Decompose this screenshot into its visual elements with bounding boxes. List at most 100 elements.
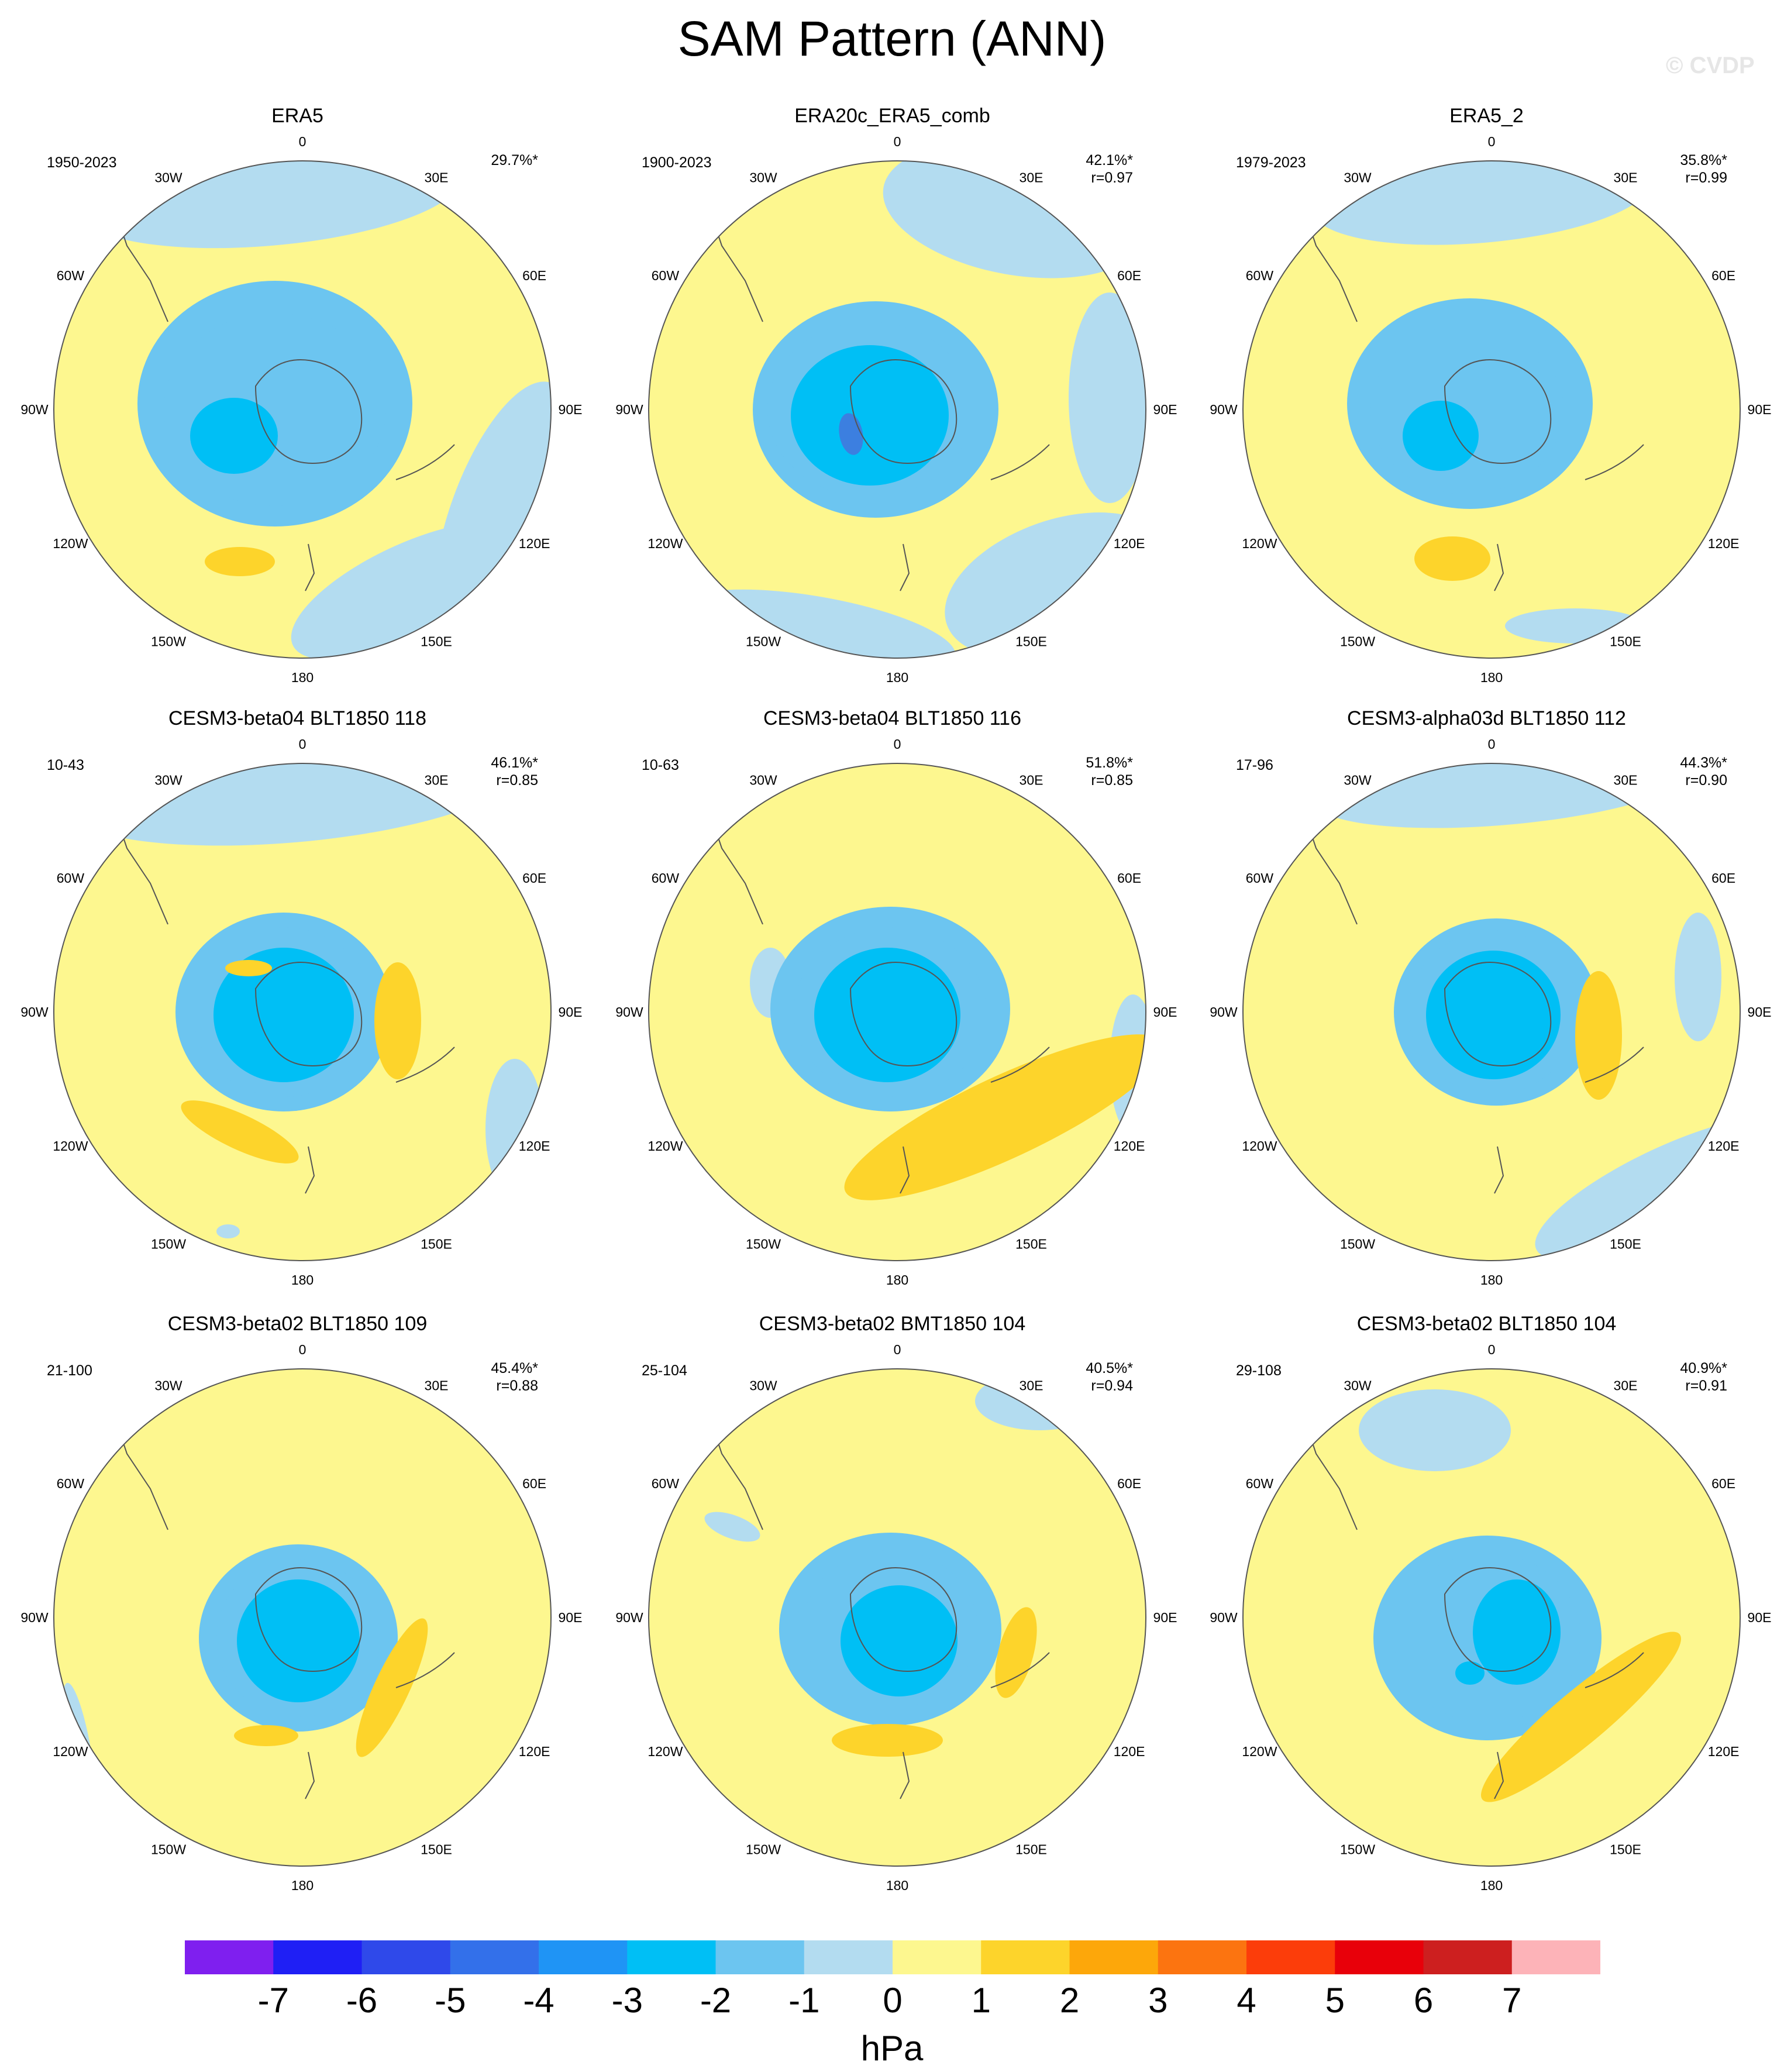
map-boundary	[648, 763, 1146, 1261]
longitude-label: 30E	[1020, 772, 1043, 787]
longitude-label: 90W	[20, 1610, 49, 1625]
map-panel: CESM3-alpha03d BLT1850 112 17-96 44.3%* r=0…	[1189, 603, 1784, 1288]
longitude-label: 30E	[1614, 772, 1638, 787]
longitude-label: 120E	[1114, 1138, 1145, 1154]
longitude-label: 30E	[1020, 1378, 1043, 1393]
colorbar-segment	[1246, 1940, 1335, 1974]
colorbar-tick: 4	[1237, 1981, 1256, 2020]
panel-stats: 35.8%* r=0.99	[1634, 152, 1727, 187]
contour-region	[225, 960, 272, 976]
longitude-label: 30W	[1344, 1378, 1372, 1393]
coastline	[704, 192, 1050, 591]
longitude-label: 180	[291, 1272, 314, 1288]
colorbar	[185, 1940, 1600, 1974]
contour-region	[814, 948, 960, 1082]
colorbar-tick: 5	[1325, 1981, 1345, 2020]
longitude-label: 90W	[1210, 402, 1238, 417]
longitude-label: 60W	[652, 870, 680, 886]
contour-region	[1575, 971, 1622, 1100]
panel-title: ERA5_2	[1449, 105, 1524, 127]
explained-variance: 42.1%*	[1086, 152, 1133, 168]
longitude-label: 120W	[53, 536, 88, 551]
longitude-label: 120W	[648, 536, 683, 551]
longitude-label: 90W	[615, 1004, 643, 1020]
contour-region	[213, 948, 354, 1082]
contour-region	[237, 1579, 360, 1702]
pattern-correlation: r=0.94	[1091, 1378, 1133, 1394]
longitude-label: 150W	[1340, 1237, 1375, 1252]
longitude-label: 30W	[749, 772, 777, 787]
coastline	[1298, 795, 1644, 1194]
longitude-label: 120W	[53, 1744, 88, 1759]
map-boundary	[53, 1368, 552, 1867]
longitude-label: 150W	[746, 1237, 781, 1252]
map-boundary	[1242, 1368, 1741, 1867]
colorbar-segment	[981, 1940, 1070, 1974]
longitude-label: 150W	[151, 634, 186, 649]
panel-years: 17-96	[1236, 757, 1273, 773]
panel-years: 1900-2023	[642, 154, 712, 171]
panel-title: CESM3-beta04 BLT1850 118	[168, 707, 427, 729]
longitude-label: 30W	[749, 1378, 777, 1393]
panel-years: 10-43	[47, 757, 84, 773]
longitude-label: 0	[299, 736, 306, 752]
panel-stats: 40.5%* r=0.94	[1039, 1359, 1133, 1395]
map-boundary	[1242, 160, 1741, 659]
panel-title: CESM3-beta04 BLT1850 116	[763, 707, 1022, 729]
panel-years: 1979-2023	[1236, 154, 1306, 171]
longitude-label: 90E	[1748, 1610, 1772, 1625]
longitude-label: 60E	[1117, 1476, 1141, 1491]
longitude-label: 60W	[652, 1476, 680, 1491]
longitude-label: 150E	[1610, 1842, 1641, 1857]
longitude-label: 150E	[421, 1237, 452, 1252]
colorbar-segment	[1069, 1940, 1159, 1974]
contour-region	[1069, 292, 1146, 503]
longitude-label: 150E	[421, 634, 452, 649]
longitude-label: 150E	[1610, 634, 1641, 649]
longitude-label: 90W	[20, 402, 49, 417]
colorbar-tick: -1	[788, 1981, 820, 2020]
colorbar-segment	[804, 1940, 893, 1974]
longitude-label: 150W	[746, 634, 781, 649]
colorbar-tick: 3	[1148, 1981, 1168, 2020]
figure-title: SAM Pattern (ANN)	[677, 11, 1107, 66]
contour-region	[190, 398, 278, 474]
map-panel: ERA5 1950-2023 29.7%* 0 30E 60E 90E 120E 150E 180…	[0, 0, 595, 685]
map-boundary	[648, 160, 1146, 659]
longitude-label: 0	[1488, 134, 1496, 149]
colorbar-tick: -3	[611, 1981, 643, 2020]
colorbar-segment	[1335, 1940, 1424, 1974]
longitude-label: 120W	[1242, 1138, 1277, 1154]
map-panel: ERA20c_ERA5_comb 1900-2023 42.1%* r=0.97 0 30…	[595, 0, 1190, 685]
contour-region	[164, 313, 386, 506]
longitude-label: 30W	[1344, 170, 1372, 185]
coastline	[1298, 1400, 1644, 1799]
longitude-label: 150W	[1340, 634, 1375, 649]
longitude-label: 120E	[1114, 536, 1145, 551]
longitude-label: 90W	[1210, 1610, 1238, 1625]
contour-region	[1481, 1632, 1681, 1802]
panel-title: CESM3-alpha03d BLT1850 112	[1347, 707, 1626, 729]
longitude-label: 60E	[522, 870, 546, 886]
panel-years: 10-63	[642, 757, 679, 773]
polar-map: 0 30E 60E 90E 120E 150E 180 150W 120W 90W 60W 30W	[615, 736, 1177, 1288]
longitude-label: 30W	[749, 170, 777, 185]
longitude-label: 180	[886, 670, 908, 685]
contour-region	[1403, 401, 1479, 471]
longitude-label: 120E	[1708, 1744, 1740, 1759]
longitude-label: 30E	[425, 170, 449, 185]
explained-variance: 29.7%*	[491, 152, 538, 168]
contour-region	[1370, 325, 1563, 494]
longitude-label: 30E	[1614, 170, 1638, 185]
longitude-label: 120E	[1114, 1744, 1145, 1759]
longitude-label: 90W	[615, 1610, 643, 1625]
longitude-label: 60E	[522, 1476, 546, 1491]
longitude-label: 120E	[519, 536, 550, 551]
longitude-label: 150E	[1015, 634, 1047, 649]
longitude-label: 60E	[1711, 268, 1735, 283]
longitude-label: 150W	[746, 1842, 781, 1857]
longitude-label: 0	[299, 134, 306, 149]
longitude-label: 90E	[1153, 1004, 1177, 1020]
explained-variance: 45.4%*	[491, 1360, 538, 1376]
panel-stats: 44.3%* r=0.90	[1634, 754, 1727, 789]
